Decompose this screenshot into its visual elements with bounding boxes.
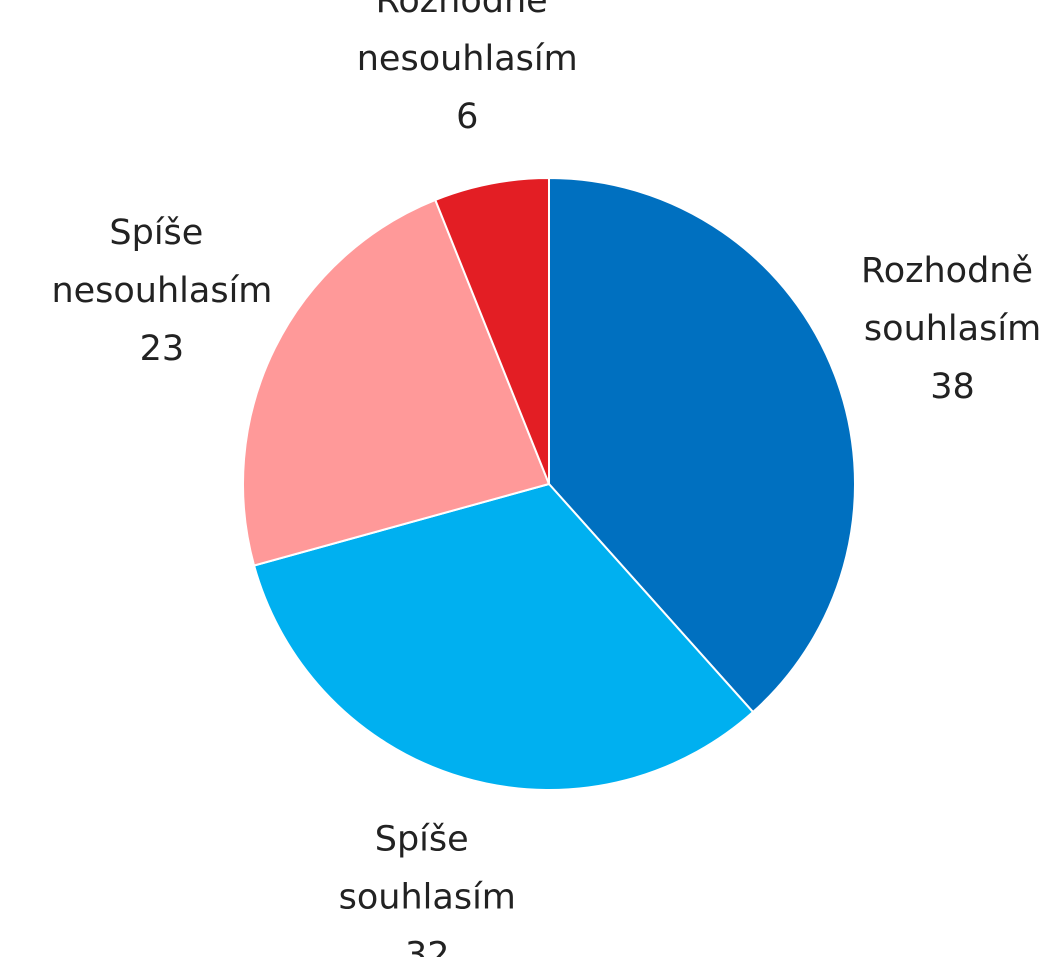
slice-label: Rozhodně souhlasím xyxy=(861,251,1044,349)
slice-label: Spíše nesouhlasím xyxy=(51,213,272,311)
value-label: 6 xyxy=(456,97,478,137)
pie-slice xyxy=(548,176,856,714)
value-label: 23 xyxy=(140,329,185,369)
value-label: 38 xyxy=(930,367,975,407)
pie-slice xyxy=(242,198,551,567)
slice-label: Rozhodně nesouhlasím xyxy=(357,0,578,79)
slice-label: Spíše souhlasím xyxy=(339,820,516,918)
pie-slice xyxy=(252,482,755,791)
value-label: 32 xyxy=(405,936,450,957)
pie-slice xyxy=(433,176,550,485)
